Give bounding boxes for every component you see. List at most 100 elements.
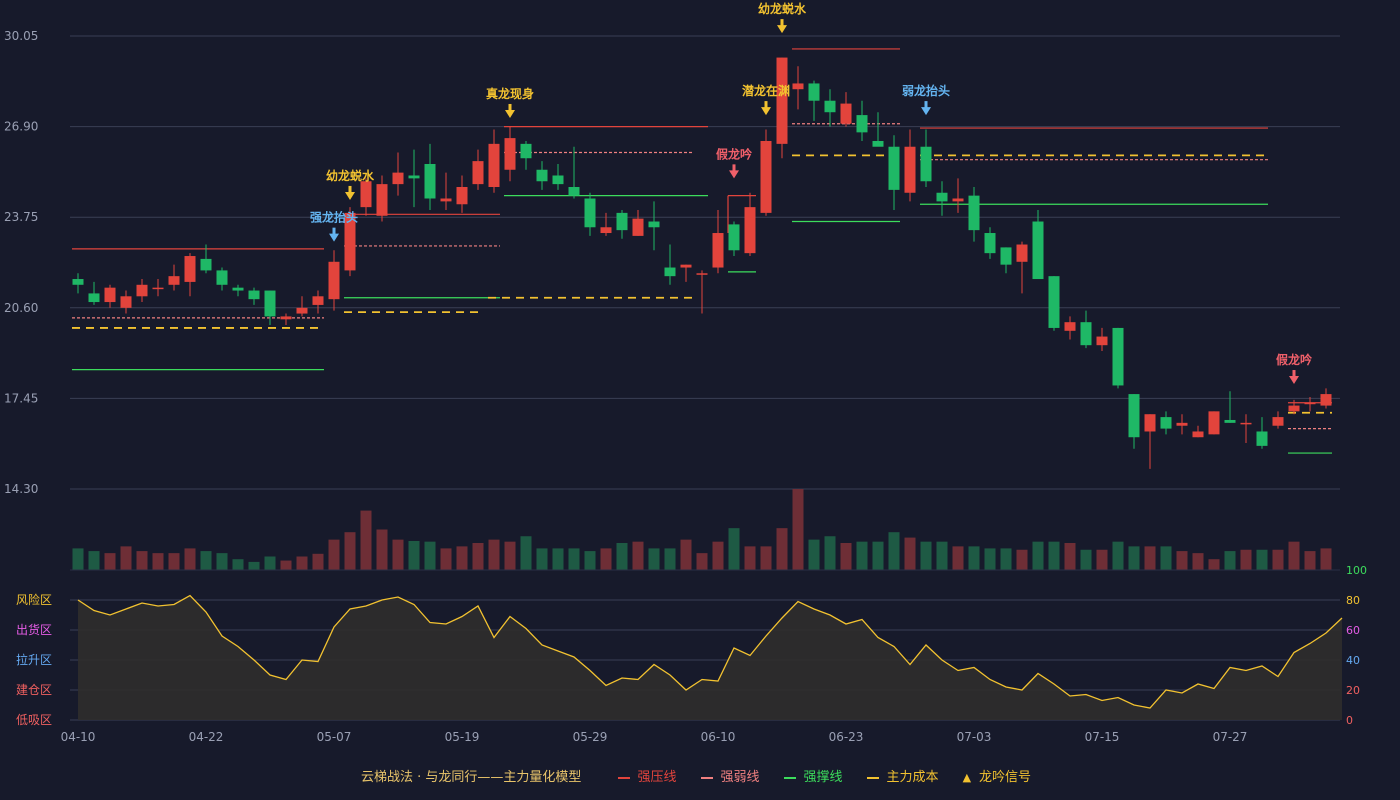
candle-body bbox=[888, 146, 900, 190]
y-tick-label: 20.60 bbox=[4, 301, 38, 315]
volume-bar bbox=[408, 540, 420, 570]
x-tick-label: 06-23 bbox=[829, 730, 864, 744]
x-tick-label: 05-29 bbox=[573, 730, 608, 744]
candle-body bbox=[200, 258, 212, 271]
osc-tick-label: 40 bbox=[1346, 654, 1360, 667]
candle-body bbox=[1224, 419, 1236, 423]
volume-bar bbox=[568, 548, 580, 570]
candle bbox=[376, 175, 388, 222]
candle bbox=[888, 135, 900, 211]
candle-body bbox=[824, 100, 836, 113]
candle bbox=[696, 270, 708, 314]
candle-body bbox=[776, 57, 788, 144]
volume-bar bbox=[632, 541, 644, 570]
candle-body bbox=[136, 284, 148, 297]
candle-body bbox=[408, 175, 420, 179]
volume-bar bbox=[904, 537, 916, 570]
signal-arrow-head bbox=[1289, 376, 1299, 385]
volume-bar bbox=[1176, 551, 1188, 570]
candle bbox=[968, 187, 980, 242]
candle bbox=[1048, 276, 1060, 331]
candle bbox=[200, 244, 212, 274]
volume-bar bbox=[296, 556, 308, 570]
candle-body bbox=[840, 103, 852, 124]
candle bbox=[440, 172, 452, 211]
candle bbox=[936, 181, 948, 216]
candle bbox=[824, 89, 836, 127]
volume-bar bbox=[1304, 551, 1316, 570]
volume-bar bbox=[232, 559, 244, 570]
date-axis-ticks: 04-10 04-22 05-07 05-19 05-29 06-10 06-23 07-03… bbox=[61, 730, 1248, 744]
candle-body bbox=[712, 233, 724, 268]
volume-bar bbox=[920, 541, 932, 570]
candle-body bbox=[904, 146, 916, 193]
volume-bar bbox=[200, 551, 212, 570]
candle-body bbox=[696, 273, 708, 275]
candle bbox=[744, 192, 756, 257]
candle bbox=[712, 210, 724, 274]
signal-label: 假龙吟 bbox=[1276, 352, 1312, 367]
volume-bar bbox=[1128, 546, 1140, 570]
candle bbox=[568, 146, 580, 199]
candle-body bbox=[664, 267, 676, 277]
candle-body bbox=[152, 287, 164, 290]
candle bbox=[680, 264, 692, 282]
volume-bar bbox=[584, 551, 596, 570]
volume-bar bbox=[664, 548, 676, 570]
candles bbox=[72, 57, 1332, 469]
candle-body bbox=[1304, 402, 1316, 405]
signal-arrow-stem bbox=[780, 19, 784, 27]
osc-tick-label: 20 bbox=[1346, 684, 1360, 697]
candle bbox=[312, 290, 324, 314]
osc-line bbox=[77, 594, 1343, 709]
candle bbox=[904, 129, 916, 202]
volume-bar bbox=[1016, 549, 1028, 570]
candle bbox=[1032, 210, 1044, 280]
legend-item-strong-resistance: 强压线 bbox=[610, 766, 677, 785]
candle bbox=[488, 129, 500, 193]
volume-bar bbox=[1032, 541, 1044, 570]
volume-bar bbox=[984, 548, 996, 570]
volume-bar bbox=[760, 546, 772, 570]
volume-bar bbox=[1160, 546, 1172, 570]
candle-body bbox=[808, 83, 820, 101]
candle bbox=[872, 112, 884, 147]
candle-body bbox=[456, 187, 468, 205]
candle-body bbox=[984, 233, 996, 254]
legend: 云梯战法 · 与龙同行——主力量化模型 强压线 强弱线 强撑线 主力成本 ▲ 龙吟信号 bbox=[0, 766, 1400, 785]
candle bbox=[456, 175, 468, 213]
volume-bar bbox=[1272, 549, 1284, 570]
candle-body bbox=[936, 192, 948, 202]
candle-body bbox=[120, 296, 132, 308]
signal-label: 真龙现身 bbox=[486, 86, 534, 101]
y-tick-label: 14.30 bbox=[4, 482, 38, 496]
y-tick-label: 26.90 bbox=[4, 120, 38, 134]
candle-body bbox=[1144, 414, 1156, 432]
candle bbox=[120, 290, 132, 314]
signal-arrow-stem bbox=[732, 164, 736, 172]
volume-bar bbox=[1064, 543, 1076, 570]
candle bbox=[136, 279, 148, 303]
volume-bar bbox=[1240, 549, 1252, 570]
volume-bar bbox=[824, 536, 836, 570]
osc-zone-label: 拉升区 bbox=[16, 652, 52, 667]
volume-bar bbox=[1288, 541, 1300, 570]
candle bbox=[1144, 414, 1156, 469]
signal-label: 幼龙蜕水 bbox=[326, 168, 375, 183]
x-tick-label: 04-22 bbox=[189, 730, 224, 744]
legend-swatch bbox=[866, 776, 879, 779]
candle bbox=[1208, 411, 1220, 435]
legend-swatch bbox=[617, 776, 630, 779]
candle bbox=[1128, 394, 1140, 449]
candle bbox=[792, 66, 804, 110]
volume-bar bbox=[872, 541, 884, 570]
candle bbox=[520, 140, 532, 170]
legend-swatch bbox=[700, 776, 713, 779]
candle bbox=[216, 267, 228, 291]
candle bbox=[1304, 396, 1316, 412]
candle-body bbox=[536, 169, 548, 182]
candle bbox=[104, 284, 116, 308]
volume-bar bbox=[1320, 548, 1332, 570]
signal-marker: 强龙抬头 bbox=[310, 210, 358, 242]
price-grid bbox=[70, 35, 1340, 490]
